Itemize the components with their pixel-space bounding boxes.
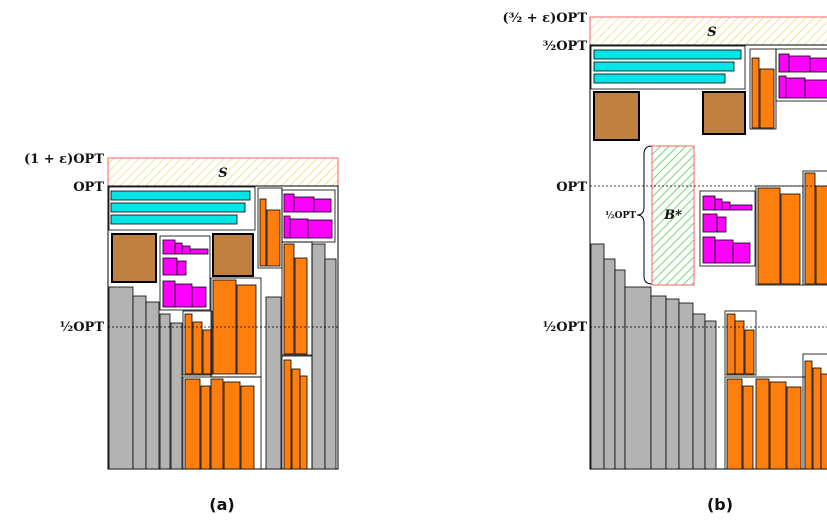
orange-group-b3 <box>802 170 827 286</box>
strip-s-b <box>589 16 827 46</box>
cyan-group-b <box>590 45 746 90</box>
brown-box-a2 <box>212 233 254 277</box>
panel-a: S <box>24 152 339 514</box>
orange-bars-b6 <box>804 360 827 470</box>
brace-b <box>636 145 653 285</box>
orange-group-a2 <box>182 310 213 376</box>
orange-bars-b3 <box>804 172 827 285</box>
strip-s-a-label: S <box>218 166 227 181</box>
orange-bars-b2 <box>757 187 801 285</box>
cyan-bars-b <box>593 49 742 84</box>
brown-box-a1 <box>111 233 157 283</box>
orange-bars-b4 <box>726 313 755 375</box>
label-a-top: (1 + ε)OPT <box>24 152 104 167</box>
box-b-star-label: B* <box>663 208 682 223</box>
label-b-top: (³⁄₂ + ε)OPT <box>503 11 588 26</box>
magenta-group-b1 <box>775 48 827 102</box>
orange-bars-a2 <box>184 313 212 375</box>
orange-bars-a1 <box>259 198 281 267</box>
label-a-opt: OPT <box>73 180 104 195</box>
caption-b: (b) <box>707 495 733 514</box>
orange-bars-a4 <box>184 378 255 470</box>
label-b-half: ½OPT <box>543 320 588 335</box>
magenta-boxes-b1 <box>778 53 827 99</box>
orange-bars-a6 <box>283 359 308 470</box>
magenta-boxes-a1 <box>162 239 209 308</box>
magenta-boxes-b2 <box>702 195 753 264</box>
label-b-opt: OPT <box>556 180 587 195</box>
orange-group-a5 <box>281 241 313 356</box>
orange-bars-a5 <box>283 243 308 355</box>
orange-group-a1 <box>257 187 283 269</box>
strip-s-a <box>107 157 339 187</box>
strip-s-b-label: S <box>707 25 716 40</box>
orange-bars-b5 <box>726 378 802 470</box>
cyan-group-a <box>108 186 256 231</box>
orange-bars-b1 <box>751 57 775 129</box>
brown-box-b1 <box>593 91 640 141</box>
magenta-group-b2 <box>699 190 756 267</box>
magenta-boxes-a2 <box>283 193 333 239</box>
brown-box-b2 <box>702 91 746 135</box>
label-b-three-half: ³⁄₂OPT <box>543 39 588 54</box>
box-b-star <box>651 145 695 286</box>
panel-b: S ½OPT B* <box>503 11 827 514</box>
magenta-group-a1 <box>159 235 211 311</box>
brace-b-label: ½OPT <box>605 210 636 221</box>
label-a-half: ½OPT <box>60 320 105 335</box>
gray-columns-b <box>590 243 717 470</box>
orange-group-b4 <box>724 310 757 376</box>
caption-a: (a) <box>209 495 234 514</box>
gray-columns-a <box>108 243 337 470</box>
cyan-bars-a <box>110 190 251 225</box>
orange-bars-a3 <box>212 279 257 375</box>
